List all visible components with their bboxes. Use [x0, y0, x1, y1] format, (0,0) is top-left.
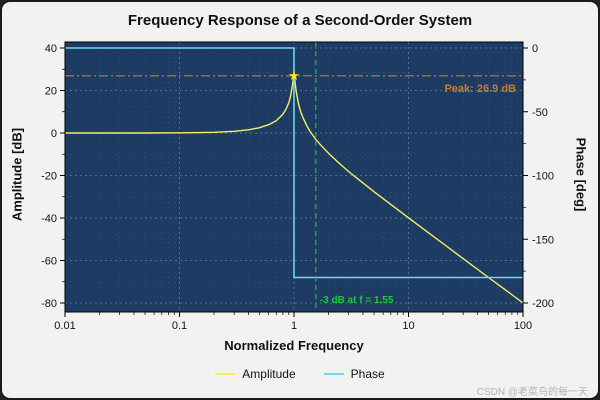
- peak-label: Peak: 26.9 dB: [444, 83, 516, 95]
- y-left-tick-label: -80: [41, 298, 57, 310]
- y-left-tick-label: 20: [45, 86, 57, 98]
- watermark: CSDN @老菜鸟的每一天: [476, 387, 588, 398]
- y-right-tick-label: 0: [532, 43, 538, 55]
- chart-title: Frequency Response of a Second-Order Sys…: [127, 12, 473, 29]
- legend-item-phase: Phase: [323, 367, 385, 381]
- legend-label-phase: Phase: [350, 367, 385, 381]
- phase-curve: [65, 47, 523, 279]
- y-axis-label-left: Amplitude [dB]: [9, 127, 25, 222]
- y-left-tick-label: 0: [51, 128, 57, 140]
- y-left-tick-label: -60: [41, 256, 57, 268]
- legend-label-amplitude: Amplitude: [242, 367, 296, 381]
- x-axis-label: Normalized Frequency: [224, 338, 364, 353]
- phase-line-swatch: [323, 373, 344, 375]
- y-left-tick-label: -40: [41, 213, 57, 225]
- y-left-tick-label: 40: [45, 43, 57, 55]
- amplitude-curve: [65, 75, 524, 304]
- x-tick-label: 100: [514, 320, 532, 332]
- x-tick-label: 10: [402, 320, 414, 332]
- cutoff-label: -3 dB at f = 1.55: [320, 295, 394, 306]
- x-tick-label: 0.01: [54, 320, 75, 332]
- y-axis-label-right: Phase [deg]: [573, 137, 589, 212]
- amplitude-line-swatch: [215, 373, 236, 375]
- y-right-tick-label: -100: [532, 171, 554, 183]
- legend-item-amplitude: Amplitude: [215, 367, 296, 381]
- legend: Amplitude Phase: [2, 367, 598, 381]
- y-right-tick-label: -200: [532, 298, 554, 310]
- peak-marker: ★: [288, 68, 300, 83]
- y-left-tick-label: -20: [41, 171, 57, 183]
- x-tick-label: 1: [291, 320, 297, 332]
- y-right-tick-label: -150: [532, 234, 554, 246]
- x-tick-label: 0.1: [172, 320, 187, 332]
- y-right-tick-label: -50: [532, 107, 548, 119]
